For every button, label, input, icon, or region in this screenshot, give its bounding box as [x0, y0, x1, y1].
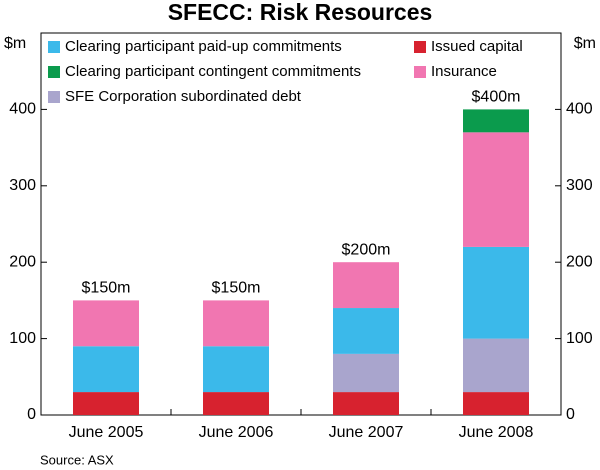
total-label: $400m	[472, 89, 521, 106]
legend-swatch	[48, 66, 60, 78]
x-tick-label: June 2008	[459, 424, 534, 441]
legend-swatch	[48, 91, 60, 103]
bar-segment	[333, 308, 399, 354]
total-label: $150m	[82, 280, 131, 297]
bar-segment	[73, 300, 139, 347]
bar-segment	[463, 246, 529, 339]
total-label: $150m	[212, 280, 261, 297]
legend-label: Insurance	[431, 63, 497, 80]
chart-title: SFECC: Risk Resources	[168, 0, 433, 25]
y-tick-label: 300	[9, 177, 36, 194]
bar-segment	[333, 262, 399, 309]
bar-segment	[463, 132, 529, 247]
y-tick-label: 0	[27, 406, 36, 423]
y-tick-label: 100	[9, 330, 36, 347]
legend-label: SFE Corporation subordinated debt	[65, 88, 302, 105]
y2-tick-label: 300	[566, 177, 593, 194]
total-label: $200m	[342, 241, 391, 258]
y-axis-label: $m	[4, 35, 26, 52]
bar-segment	[463, 109, 529, 133]
y2-tick-label: 200	[566, 253, 593, 270]
legend-label: Clearing participant contingent commitme…	[65, 63, 361, 80]
x-tick-label: June 2005	[69, 424, 144, 441]
y2-tick-label: 400	[566, 101, 593, 118]
y-tick-label: 400	[9, 101, 36, 118]
bar-segment	[333, 353, 399, 393]
bar-segment	[203, 300, 269, 347]
y2-axis-label: $m	[574, 35, 596, 52]
x-tick-label: June 2007	[329, 424, 404, 441]
y-tick-label: 200	[9, 253, 36, 270]
bar-segment	[463, 338, 529, 393]
source: Source: ASX	[40, 452, 114, 467]
bar-segment	[203, 346, 269, 393]
bar-segment	[73, 346, 139, 393]
x-tick-label: June 2006	[199, 424, 274, 441]
legend-swatch	[414, 66, 426, 78]
y2-tick-label: 0	[566, 406, 575, 423]
y2-tick-label: 100	[566, 330, 593, 347]
legend-label: Issued capital	[431, 38, 523, 55]
bar-segment	[203, 392, 269, 415]
bar-segment	[73, 392, 139, 415]
bar-segment	[463, 392, 529, 415]
legend-swatch	[414, 41, 426, 53]
legend-label: Clearing participant paid-up commitments	[65, 38, 342, 55]
bar-segment	[333, 392, 399, 415]
legend-swatch	[48, 41, 60, 53]
